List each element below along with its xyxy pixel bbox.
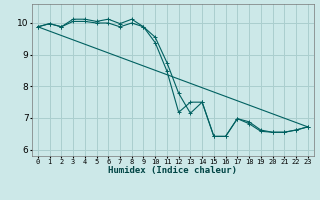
X-axis label: Humidex (Indice chaleur): Humidex (Indice chaleur) <box>108 166 237 175</box>
